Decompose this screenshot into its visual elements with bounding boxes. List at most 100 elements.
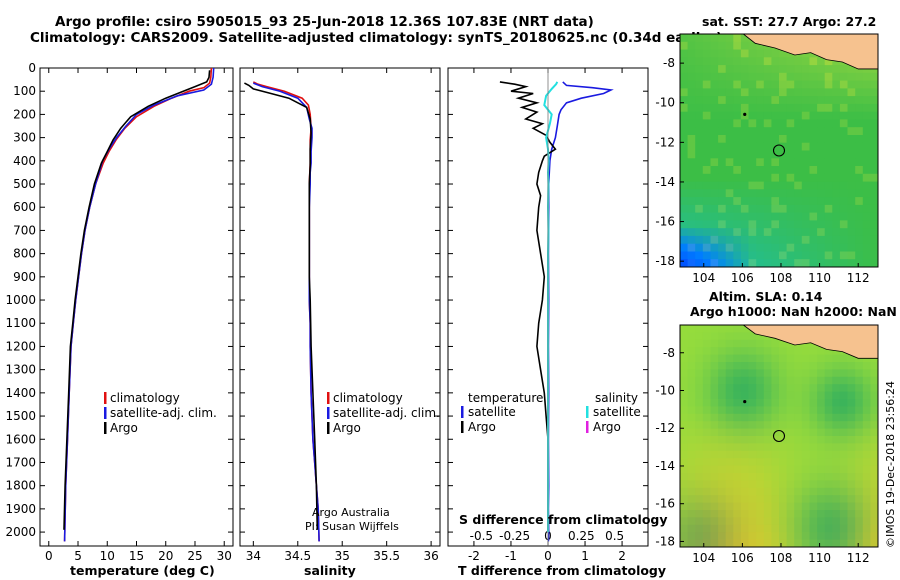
map-cell — [740, 369, 749, 378]
map-cell — [680, 495, 689, 504]
map-cell — [847, 413, 856, 422]
map-cell — [847, 517, 856, 526]
map-cell — [847, 524, 856, 533]
map-cell — [862, 197, 871, 206]
map-cell — [870, 243, 879, 252]
map-cell — [862, 251, 871, 260]
map-cell — [817, 495, 826, 504]
map-cell — [763, 57, 772, 66]
map-cell — [794, 80, 803, 89]
legend-label-s-satellite: satellite — [593, 405, 641, 419]
map-cell — [855, 443, 864, 452]
map-cell — [718, 362, 727, 370]
map-cell — [748, 41, 757, 51]
map-cell — [847, 228, 856, 237]
map-cell — [794, 465, 803, 474]
map-cell — [733, 220, 742, 229]
map-cell — [680, 166, 689, 175]
map-cell — [733, 502, 742, 511]
map-cell — [862, 150, 871, 159]
map-cell — [748, 406, 757, 415]
map-cell — [763, 347, 772, 356]
map-cell — [695, 235, 704, 245]
map-cell — [680, 465, 689, 474]
map-cell — [687, 458, 696, 467]
map-cell — [870, 96, 879, 105]
map-cell — [687, 49, 696, 58]
map-cell — [740, 49, 749, 58]
map-cell — [718, 235, 727, 245]
map-cell — [839, 524, 848, 533]
map-cell — [824, 495, 833, 504]
map-cell — [710, 212, 719, 221]
map-cell — [710, 96, 719, 105]
map-cell — [786, 158, 795, 167]
map-cell — [748, 158, 757, 167]
map-cell — [733, 251, 742, 260]
legend-label-satellite: satellite-adj. clim. — [333, 406, 440, 420]
map-cell — [771, 339, 780, 348]
map-cell — [748, 88, 757, 97]
map-cell — [733, 480, 742, 489]
map-cell — [725, 127, 734, 136]
map-cell — [855, 173, 864, 183]
map-cell — [718, 103, 727, 113]
map-cell — [748, 166, 757, 175]
map-cell — [748, 127, 757, 136]
map-cell — [786, 376, 795, 385]
map-cell — [839, 150, 848, 159]
map-cell — [794, 150, 803, 159]
map-cell — [763, 421, 772, 430]
map-cell — [687, 384, 696, 393]
map-cell — [756, 502, 765, 511]
map-cell — [855, 428, 864, 437]
map-cell — [839, 413, 848, 422]
map-cell — [817, 465, 826, 474]
map-cell — [725, 65, 734, 74]
map-cell — [839, 119, 848, 128]
map-cell — [870, 150, 879, 159]
map-cell — [832, 150, 841, 159]
map-cell — [702, 458, 711, 467]
map-cell — [786, 57, 795, 66]
x-tick-label: 1 — [581, 549, 589, 563]
map-cell — [855, 421, 864, 430]
map-cell — [740, 495, 749, 504]
map-cell — [756, 473, 765, 481]
map-cell — [817, 189, 826, 198]
map-cell — [740, 197, 749, 206]
map-cell — [687, 480, 696, 489]
map-cell — [756, 391, 765, 400]
map-cell — [680, 325, 689, 333]
map-cell — [801, 135, 810, 144]
map-cell — [710, 436, 719, 444]
map-cell — [702, 495, 711, 504]
map-cell — [794, 421, 803, 430]
map-cell — [748, 142, 757, 151]
map-cell — [832, 212, 841, 221]
map-cell — [680, 480, 689, 489]
map-cell — [794, 197, 803, 206]
map-cell — [817, 384, 826, 393]
map-cell — [740, 480, 749, 489]
map-cell — [786, 150, 795, 159]
map-cell — [740, 524, 749, 533]
map-cell — [748, 135, 757, 144]
map-cell — [725, 259, 734, 268]
map-cell — [794, 524, 803, 533]
map-cell — [839, 220, 848, 229]
map-cell — [801, 406, 810, 415]
map-cell — [847, 354, 856, 363]
map-cell — [702, 96, 711, 105]
map-cell — [786, 166, 795, 175]
map-cell — [824, 517, 833, 526]
map-cell — [809, 57, 818, 66]
map-cell — [801, 158, 810, 167]
map-cell — [718, 197, 727, 206]
map-cell — [756, 103, 765, 113]
map-cell — [695, 399, 704, 407]
map-cell — [870, 204, 879, 214]
map-cell — [779, 220, 788, 229]
map-cell — [839, 103, 848, 113]
map-cell — [771, 473, 780, 481]
